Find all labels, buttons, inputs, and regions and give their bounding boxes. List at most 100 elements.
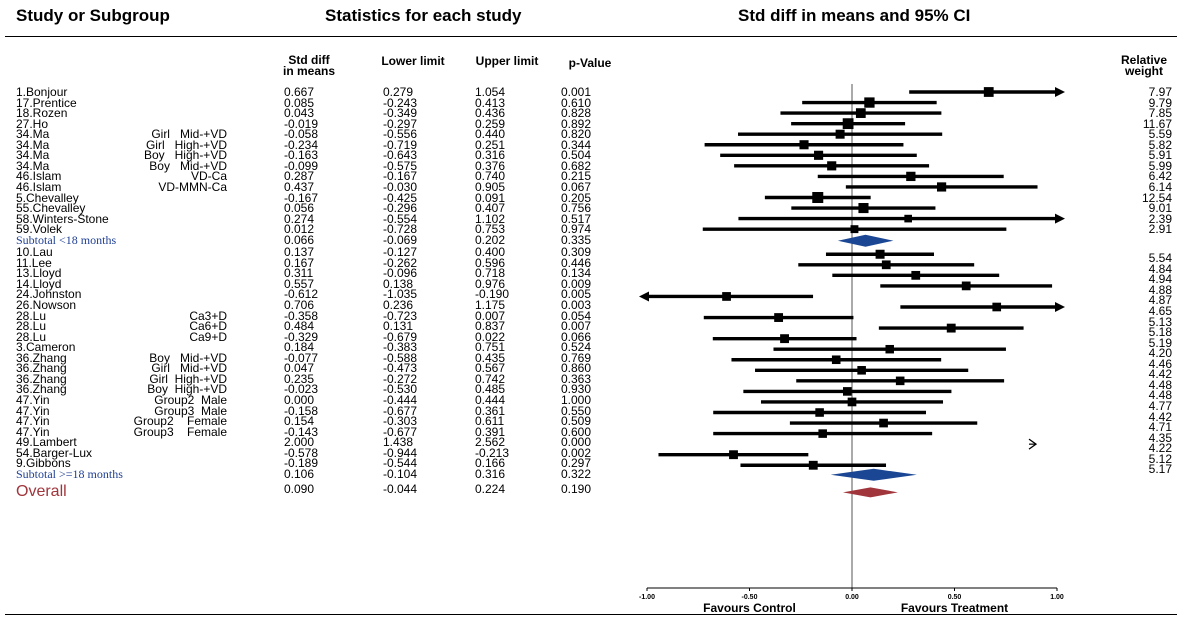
upper-limit-value: 0.905 [475, 179, 506, 194]
relative-weight-value: 4.94 [1148, 272, 1172, 287]
relative-weight-value: 5.19 [1148, 335, 1172, 350]
std-diff-value: 0.106 [284, 466, 315, 481]
point-estimate [827, 161, 837, 171]
point-estimate [815, 408, 824, 417]
lower-limit-value: -0.104 [383, 466, 418, 481]
p-value: 0.550 [561, 403, 592, 418]
study-subgroup: Boy Mid-+VD [149, 350, 227, 365]
relative-weight-value: 4.20 [1148, 346, 1172, 361]
relative-weight-value: 5.82 [1148, 137, 1172, 152]
ci-arrow-left [639, 291, 649, 302]
relative-weight-value: 4.71 [1148, 420, 1172, 435]
std-diff-value: 0.090 [284, 482, 315, 497]
std-diff-value: 0.012 [284, 222, 315, 237]
point-estimate [814, 150, 824, 160]
p-value: 0.003 [561, 298, 592, 312]
p-value: 0.682 [561, 158, 592, 173]
upper-limit-value: 0.485 [475, 382, 506, 397]
lower-limit-value: -0.723 [383, 308, 418, 323]
lower-limit-value: -0.728 [383, 222, 418, 237]
p-value: 0.309 [561, 245, 592, 260]
p-value: 0.009 [561, 276, 592, 291]
relative-weight-value: 4.77 [1148, 398, 1172, 413]
relative-weight-value: 4.48 [1148, 377, 1172, 392]
std-diff-value: -0.143 [284, 424, 319, 439]
point-estimate [904, 214, 912, 223]
relative-weight-value: 6.42 [1148, 169, 1172, 184]
point-estimate [936, 182, 947, 192]
lower-limit-value: -0.262 [383, 255, 418, 270]
point-estimate [818, 429, 827, 438]
std-diff-value: 0.484 [284, 319, 315, 334]
lower-limit-value: -1.035 [383, 287, 418, 302]
col-header-weight: Relative weight [1120, 53, 1168, 78]
x-tick-label: 0.50 [948, 594, 962, 601]
relative-weight-value: 11.67 [1142, 116, 1172, 131]
std-diff-value: 0.287 [284, 169, 315, 184]
study-subgroup: Boy High-+VD [143, 148, 227, 163]
relative-weight-value: 4.87 [1148, 293, 1172, 308]
relative-weight-value: 4.65 [1148, 304, 1172, 318]
study-name: 58.Winters-Stone [16, 211, 109, 226]
upper-limit-value: 0.753 [475, 222, 506, 237]
subtotal-diamond [837, 234, 894, 247]
point-estimate [946, 323, 956, 333]
point-estimate [858, 203, 869, 214]
std-diff-value: 2.000 [284, 435, 315, 450]
point-estimate [885, 344, 894, 354]
std-diff-value: 0.311 [284, 266, 314, 281]
upper-limit-value: 0.224 [475, 482, 506, 497]
upper-limit-value: 0.440 [475, 127, 506, 142]
p-value: 0.054 [561, 308, 592, 323]
study-name: 24.Johnston [16, 287, 82, 302]
lower-limit-value: -0.473 [383, 361, 418, 376]
upper-limit-value: -0.190 [475, 287, 510, 302]
lower-limit-value: -0.588 [383, 350, 418, 365]
upper-limit-value: -0.213 [475, 445, 510, 460]
p-value: 0.363 [561, 371, 592, 386]
relative-weight-value: 4.84 [1148, 261, 1172, 276]
header-plot: Std diff in means and 95% CI [738, 6, 971, 25]
bottom-rule [5, 614, 1177, 615]
upper-limit-value: 0.007 [475, 308, 506, 323]
study-name: 47.Yin [16, 392, 50, 407]
std-diff-value: 0.066 [284, 232, 315, 247]
upper-limit-value: 0.976 [475, 276, 506, 291]
p-value: 0.215 [561, 169, 592, 184]
lower-limit-value: -0.444 [383, 392, 418, 407]
std-diff-value: 0.167 [284, 255, 315, 270]
relative-weight-value: 4.22 [1148, 441, 1172, 456]
p-value: 0.828 [561, 106, 592, 121]
study-name: 9.Gibbons [16, 456, 71, 471]
upper-limit-value: 0.251 [475, 137, 506, 152]
upper-limit-value: 0.316 [475, 148, 506, 163]
lower-limit-value: -0.349 [383, 106, 418, 121]
study-name: 28.Lu [16, 329, 47, 344]
p-value: 0.509 [561, 414, 592, 429]
study-name: 47.Yin [16, 403, 50, 418]
point-estimate [722, 292, 731, 301]
study-name: 5.Chevalley [16, 190, 79, 205]
study-name: 27.Ho [16, 116, 49, 131]
relative-weight-value: 5.59 [1148, 127, 1172, 142]
point-estimate [857, 366, 866, 375]
upper-limit-value: 0.611 [475, 414, 505, 429]
subtotal-label: Subtotal <18 months [16, 232, 117, 247]
study-name: 47.Yin [16, 424, 50, 439]
study-name: 1.Bonjour [16, 85, 68, 99]
std-diff-value: 0.706 [284, 298, 315, 312]
upper-limit-value: 1.102 [475, 211, 506, 226]
p-value: 0.610 [561, 95, 592, 110]
study-name: 54.Barger-Lux [16, 445, 93, 460]
p-value: 0.344 [561, 137, 592, 152]
lower-limit-value: -0.303 [383, 414, 418, 429]
subtotal-label: Subtotal >=18 months [16, 466, 123, 481]
lower-limit-value: -0.127 [383, 245, 418, 260]
relative-weight-value: 5.18 [1148, 325, 1172, 340]
point-estimate [774, 313, 784, 322]
point-estimate [812, 192, 824, 203]
p-value: 0.297 [561, 456, 592, 471]
overall-diamond [842, 487, 898, 498]
study-name: 28.Lu [16, 319, 47, 334]
upper-limit-value: 1.175 [475, 298, 506, 312]
